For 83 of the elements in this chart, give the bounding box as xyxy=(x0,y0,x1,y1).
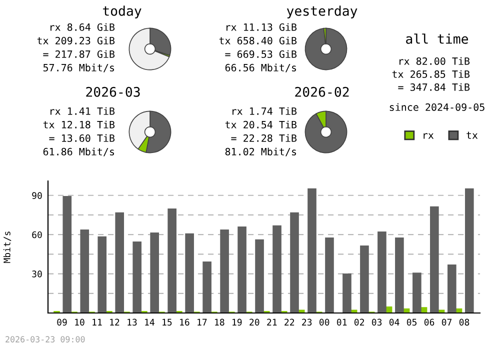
y-tick-label: 60 xyxy=(32,231,42,238)
bar xyxy=(448,264,456,313)
bar xyxy=(464,188,474,313)
x-tick-label: 03 xyxy=(372,318,382,326)
x-tick-label: 08 xyxy=(459,318,470,326)
x-tick-label: 02 xyxy=(354,318,364,326)
text: 61.86 Mbit/s xyxy=(43,148,114,156)
y-tick-label: 90 xyxy=(32,192,42,199)
text: = 217.87 GiB xyxy=(43,50,115,58)
text: 81.02 Mbit/s xyxy=(225,148,296,156)
text: tx 265.85 TiB xyxy=(392,70,470,78)
text: tx 209.23 GiB xyxy=(37,36,115,44)
text: since 2024-09-05 xyxy=(390,103,484,111)
donut-slice xyxy=(304,28,348,70)
x-tick-label: 10 xyxy=(75,318,84,326)
text: tx 12.18 TiB xyxy=(43,120,115,128)
chart-title: 2026-02 xyxy=(295,86,349,97)
text: = 347.84 TiB xyxy=(398,83,470,91)
x-tick-label: 09 xyxy=(57,318,67,326)
text: 57.76 Mbit/s xyxy=(43,64,114,72)
chart-title: 2026-03 xyxy=(86,86,140,97)
x-tick-label: 12 xyxy=(110,318,120,326)
bar xyxy=(132,242,142,313)
bar xyxy=(360,246,369,313)
bar xyxy=(202,262,212,313)
donut-slice xyxy=(304,110,348,154)
bar xyxy=(395,237,404,313)
x-tick-label: 01 xyxy=(336,318,347,326)
x-tick-label: 23 xyxy=(302,318,312,326)
x-tick-label: 14 xyxy=(145,318,154,326)
text: tx 20.54 TiB xyxy=(225,120,297,128)
bar xyxy=(430,206,439,313)
x-tick-label: 13 xyxy=(128,318,137,326)
text: tx 658.40 GiB xyxy=(219,36,297,44)
bar xyxy=(342,274,352,313)
x-tick-label: 05 xyxy=(406,318,416,326)
bar xyxy=(168,208,176,313)
legend-label: rx xyxy=(424,133,434,139)
text: rx 1.74 TiB xyxy=(232,107,297,115)
x-tick-label: 04 xyxy=(389,318,400,326)
x-tick-label: 15 xyxy=(162,318,172,326)
bar xyxy=(62,196,72,313)
text: = 669.53 GiB xyxy=(225,50,297,58)
x-tick-label: 19 xyxy=(232,318,242,326)
text: rx 82.00 TiB xyxy=(400,57,470,65)
bar xyxy=(220,229,229,313)
bar xyxy=(185,233,194,313)
bar xyxy=(150,232,159,313)
bar xyxy=(412,272,422,313)
y-tick-label: 30 xyxy=(32,270,42,278)
bar xyxy=(115,212,124,313)
bar xyxy=(325,237,334,313)
x-tick-label: 06 xyxy=(424,318,434,326)
bar xyxy=(255,239,264,313)
bar xyxy=(238,226,246,313)
text: = 22.28 TiB xyxy=(231,134,297,142)
bar xyxy=(378,231,386,313)
x-tick-label: 22 xyxy=(284,318,294,326)
x-tick-label: 07 xyxy=(442,318,452,326)
chart-title: yesterday xyxy=(286,6,358,18)
x-tick-label: 18 xyxy=(215,318,224,326)
text: rx 8.64 GiB xyxy=(50,23,115,31)
text: all time xyxy=(406,34,468,44)
donut-slice xyxy=(128,28,170,70)
y-axis-title: Mbit/s xyxy=(3,232,12,263)
x-tick-label: 11 xyxy=(92,318,102,326)
bar xyxy=(98,236,107,313)
bar xyxy=(308,188,316,313)
x-tick-label: 20 xyxy=(250,318,260,326)
text: = 13.60 TiB xyxy=(49,134,115,142)
x-tick-label: 00 xyxy=(319,318,330,326)
text: 66.56 Mbit/s xyxy=(225,64,296,72)
x-tick-label: 16 xyxy=(180,318,190,326)
chart-title: today xyxy=(102,6,142,18)
x-tick-label: 21 xyxy=(267,318,277,326)
text: 2026-03-23 09:00 xyxy=(6,336,85,342)
bar xyxy=(272,225,282,313)
bar xyxy=(290,212,299,313)
text: rx 11.13 GiB xyxy=(226,23,297,31)
x-tick-label: 17 xyxy=(198,318,207,326)
legend-label: tx xyxy=(466,132,478,139)
bar xyxy=(80,229,90,313)
text: rx 1.41 TiB xyxy=(50,107,115,115)
